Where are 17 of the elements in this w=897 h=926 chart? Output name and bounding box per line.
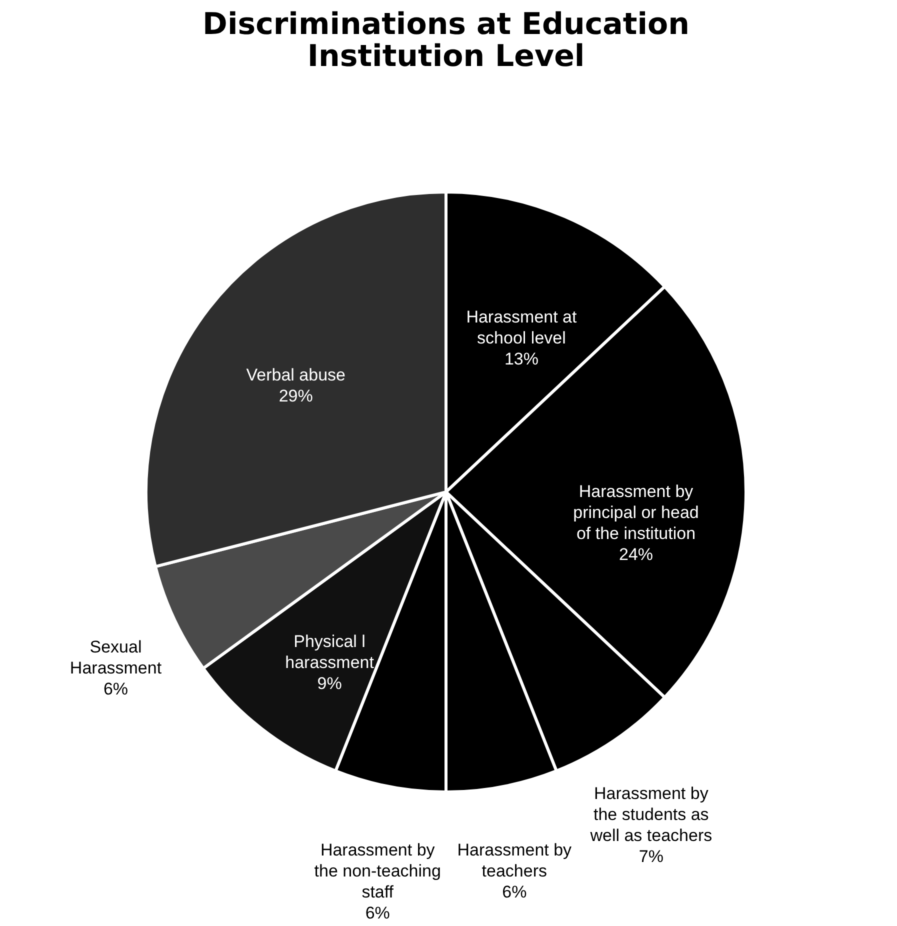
slice-label: Harassment by teachers [457,840,572,881]
slice-label: Harassment by the students as well as teachers [589,784,712,845]
data-label: 6% [103,679,128,698]
data-label: 7% [638,846,664,866]
slice-label: Harassment by the non-teaching staff [314,840,441,902]
slice-label: Sexual Harassment [70,637,162,678]
slice-label: Harassment by principal or head of the institution [573,482,699,543]
slice-label: Harassment at school level [466,308,578,348]
data-label: 9% [317,674,342,694]
data-label: 29% [278,386,313,406]
data-label: 6% [502,882,527,902]
slice-label: Verbal abuse [246,366,346,385]
data-label: 13% [504,350,538,369]
chart-title: Discriminations at Education Institution Level [202,7,690,74]
data-label: 6% [365,904,390,923]
slice-label: Physical l harassment [285,632,374,672]
data-label: 24% [618,545,654,564]
